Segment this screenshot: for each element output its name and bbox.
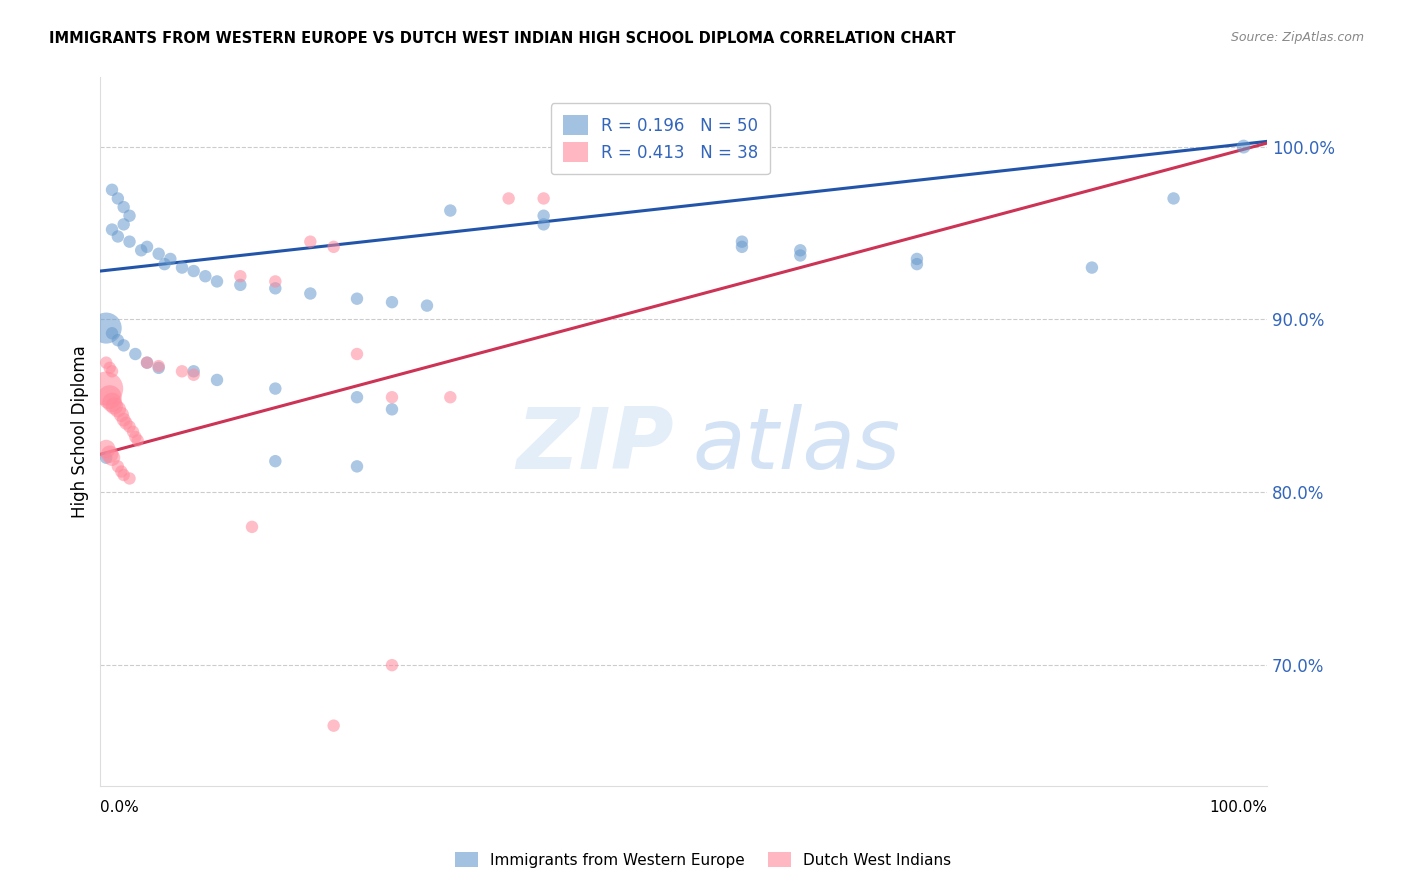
Point (264, 274, 287, 288)
Point (194, 269, 217, 284)
Point (112, 413, 135, 427)
Point (264, 454, 287, 468)
Point (183, 368, 205, 382)
Point (122, 425, 145, 439)
Text: atlas: atlas (693, 404, 901, 487)
Text: 0.0%: 0.0% (100, 800, 139, 815)
Point (98, 390, 121, 404)
Point (533, 218, 555, 232)
Point (118, 471, 141, 485)
Point (110, 408, 132, 422)
Point (322, 240, 344, 254)
Point (229, 269, 252, 284)
Point (789, 248, 811, 262)
Point (905, 257, 928, 271)
Point (381, 658, 404, 673)
Point (136, 356, 159, 370)
Point (205, 274, 228, 288)
Point (789, 244, 811, 258)
Point (98, 360, 121, 375)
Point (96, 442, 118, 456)
Point (346, 459, 368, 474)
Point (118, 209, 141, 223)
Point (96, 382, 118, 396)
Point (101, 450, 124, 465)
Point (136, 240, 159, 254)
Point (439, 390, 461, 404)
Text: ZIP: ZIP (516, 404, 675, 487)
Point (115, 416, 138, 430)
Point (148, 359, 170, 373)
Point (346, 347, 368, 361)
Point (124, 347, 146, 361)
Point (381, 295, 404, 310)
Point (96, 356, 118, 370)
Point (299, 286, 322, 301)
Point (148, 360, 170, 375)
Point (731, 235, 754, 249)
Point (346, 292, 368, 306)
Point (101, 326, 124, 341)
Point (101, 364, 124, 378)
Point (498, 191, 520, 205)
Point (124, 430, 146, 444)
Point (110, 465, 132, 479)
Point (1163, 191, 1185, 205)
Point (183, 264, 205, 278)
Point (118, 419, 141, 434)
Point (112, 218, 135, 232)
Point (96, 321, 118, 335)
Point (107, 402, 129, 417)
Point (205, 373, 228, 387)
Point (107, 191, 129, 205)
Point (103, 399, 125, 413)
Point (1232, 139, 1254, 153)
Point (112, 338, 135, 352)
Point (1081, 260, 1104, 275)
Point (170, 260, 193, 275)
Point (153, 257, 176, 271)
Point (346, 390, 368, 404)
Text: Source: ZipAtlas.com: Source: ZipAtlas.com (1230, 31, 1364, 45)
Point (112, 200, 135, 214)
Point (129, 244, 152, 258)
Point (439, 203, 461, 218)
Point (159, 252, 181, 266)
Point (183, 364, 205, 378)
Point (101, 395, 124, 409)
Point (107, 229, 129, 244)
Point (148, 246, 170, 260)
Point (381, 390, 404, 404)
Text: IMMIGRANTS FROM WESTERN EUROPE VS DUTCH WEST INDIAN HIGH SCHOOL DIPLOMA CORRELAT: IMMIGRANTS FROM WESTERN EUROPE VS DUTCH … (49, 31, 956, 46)
Point (101, 183, 124, 197)
Point (381, 402, 404, 417)
Point (118, 235, 141, 249)
Point (101, 222, 124, 236)
Point (533, 191, 555, 205)
Text: 100.0%: 100.0% (1209, 800, 1267, 815)
Point (112, 468, 135, 483)
Point (98, 447, 121, 461)
Point (107, 459, 129, 474)
Point (264, 281, 287, 295)
Point (299, 235, 322, 249)
Point (107, 333, 129, 347)
Point (136, 356, 159, 370)
Point (731, 240, 754, 254)
Point (264, 382, 287, 396)
Point (240, 520, 263, 534)
Point (127, 434, 149, 448)
Point (533, 209, 555, 223)
Legend: R = 0.196   N = 50, R = 0.413   N = 38: R = 0.196 N = 50, R = 0.413 N = 38 (551, 103, 769, 174)
Point (96, 450, 118, 465)
Point (905, 252, 928, 266)
Point (322, 719, 344, 733)
Point (170, 364, 193, 378)
Point (229, 277, 252, 292)
Y-axis label: High School Diploma: High School Diploma (72, 345, 89, 518)
Legend: Immigrants from Western Europe, Dutch West Indians: Immigrants from Western Europe, Dutch We… (449, 846, 957, 873)
Point (416, 299, 439, 313)
